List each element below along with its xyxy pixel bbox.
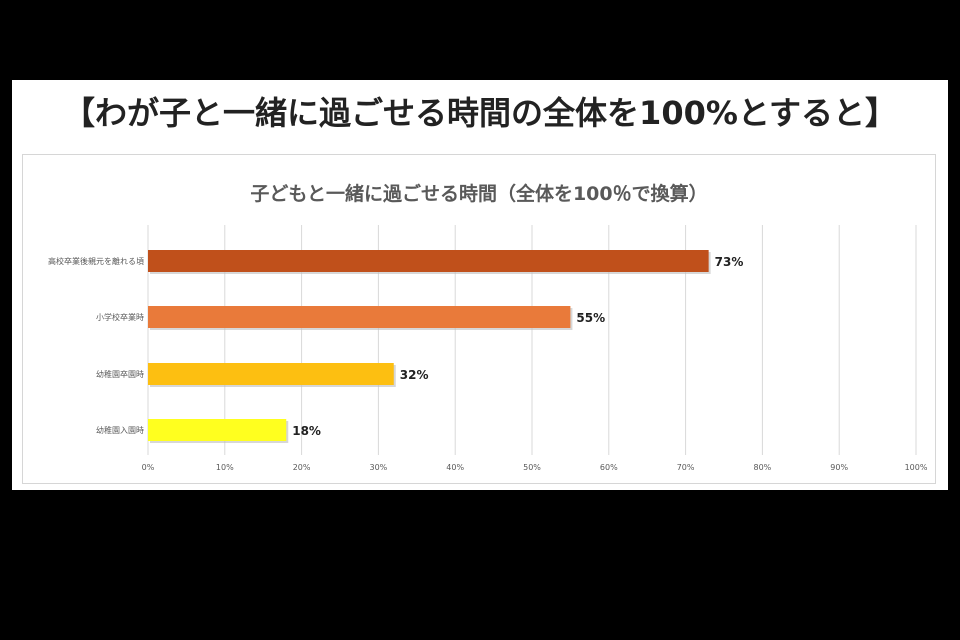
- x-tick-label: 0%: [142, 463, 155, 472]
- category-label: 幼稚園卒園時: [96, 369, 144, 379]
- chart-container: 子どもと一緒に過ごせる時間（全体を100％で換算） 0% 10% 20% 30% 40%…: [22, 154, 936, 484]
- data-label: 55%: [576, 311, 605, 325]
- bar-chart: 0% 10% 20% 30% 40% 50% 60% 70% 80% 90% 100% 高校卒業後親元…: [48, 225, 928, 472]
- category-label: 幼稚園入園時: [96, 425, 144, 435]
- bar: [148, 250, 709, 272]
- x-tick-label: 80%: [754, 463, 772, 472]
- category-label: 高校卒業後親元を離れる頃: [48, 256, 144, 266]
- page-headline: 【わが子と一緒に過ごせる時間の全体を100%とすると】: [63, 94, 897, 132]
- x-tick-label: 30%: [370, 463, 388, 472]
- bar: [148, 363, 394, 385]
- x-tick-label: 70%: [677, 463, 695, 472]
- data-label: 32%: [400, 368, 429, 382]
- x-tick-label: 10%: [216, 463, 234, 472]
- bar: [148, 306, 571, 328]
- x-tick-label: 40%: [446, 463, 464, 472]
- category-label: 小学校卒業時: [96, 312, 144, 322]
- bar: [148, 419, 287, 441]
- x-tick-label: 20%: [293, 463, 311, 472]
- data-label: 73%: [715, 255, 744, 269]
- data-label: 18%: [292, 424, 321, 438]
- chart-title: 子どもと一緒に過ごせる時間（全体を100％で換算）: [250, 183, 708, 205]
- x-tick-label: 100%: [905, 463, 928, 472]
- x-tick-label: 50%: [523, 463, 541, 472]
- content-panel: 【わが子と一緒に過ごせる時間の全体を100%とすると】 子どもと一緒に過ごせる時…: [12, 80, 948, 490]
- x-tick-label: 90%: [830, 463, 848, 472]
- x-tick-label: 60%: [600, 463, 618, 472]
